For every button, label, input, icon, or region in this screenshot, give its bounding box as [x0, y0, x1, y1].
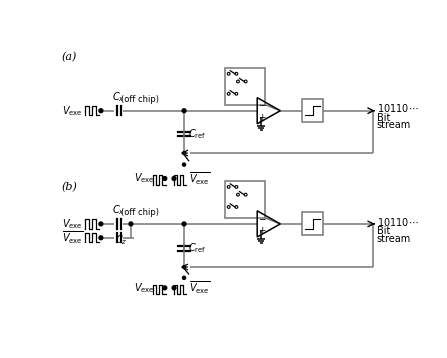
Text: $C_z$: $C_z$ [115, 233, 127, 247]
Circle shape [182, 163, 186, 166]
Circle shape [99, 236, 103, 240]
Text: $V_\mathrm{exe}$: $V_\mathrm{exe}$ [62, 104, 82, 118]
Text: stream: stream [376, 120, 411, 130]
Text: $-$: $-$ [258, 213, 267, 222]
Circle shape [99, 109, 103, 113]
Text: $10110\cdots$: $10110\cdots$ [376, 216, 418, 228]
Circle shape [129, 222, 133, 226]
Text: $C_\mathrm{ref}$: $C_\mathrm{ref}$ [188, 242, 206, 256]
Text: $C_x$: $C_x$ [113, 203, 125, 217]
Text: $V_\mathrm{exe}$: $V_\mathrm{exe}$ [134, 281, 155, 295]
Circle shape [172, 176, 176, 180]
Text: $V_\mathrm{exe}$: $V_\mathrm{exe}$ [62, 217, 82, 231]
Text: $V_\mathrm{exe}$: $V_\mathrm{exe}$ [134, 171, 155, 185]
Text: $+$: $+$ [258, 112, 267, 122]
Bar [302, 99, 324, 122]
Text: (b): (b) [62, 182, 77, 192]
Text: $C_\mathrm{ref}$: $C_\mathrm{ref}$ [188, 127, 206, 141]
Text: Bit: Bit [376, 113, 390, 123]
Text: $\overline{V_\mathrm{exe}}$: $\overline{V_\mathrm{exe}}$ [190, 170, 211, 187]
Text: Bit: Bit [376, 226, 390, 236]
Text: $C_x$: $C_x$ [113, 90, 125, 104]
Bar [302, 212, 324, 236]
Circle shape [163, 176, 167, 180]
Circle shape [99, 222, 103, 226]
Text: stream: stream [376, 233, 411, 243]
Circle shape [163, 286, 167, 290]
Text: $10110\cdots$: $10110\cdots$ [376, 102, 418, 115]
Text: $+$: $+$ [258, 226, 267, 236]
Text: (off chip): (off chip) [121, 208, 159, 217]
Text: (a): (a) [62, 52, 77, 63]
Bar [225, 68, 265, 105]
Bar [225, 181, 265, 218]
Circle shape [182, 222, 186, 226]
Circle shape [182, 109, 186, 113]
Text: (off chip): (off chip) [121, 95, 159, 104]
Circle shape [182, 276, 186, 279]
Text: $\overline{V_\mathrm{exe}}$: $\overline{V_\mathrm{exe}}$ [62, 229, 83, 246]
Text: $-$: $-$ [258, 100, 267, 109]
Circle shape [172, 286, 176, 290]
Text: $\overline{V_\mathrm{exe}}$: $\overline{V_\mathrm{exe}}$ [190, 280, 211, 296]
